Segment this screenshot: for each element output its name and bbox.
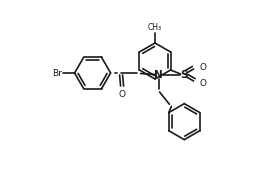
Text: CH₃: CH₃	[148, 23, 162, 32]
Text: N: N	[154, 70, 163, 80]
Text: S: S	[180, 70, 187, 80]
Text: O: O	[200, 62, 207, 71]
Text: Br: Br	[52, 69, 62, 78]
Text: O: O	[118, 90, 125, 99]
Text: O: O	[200, 79, 207, 87]
